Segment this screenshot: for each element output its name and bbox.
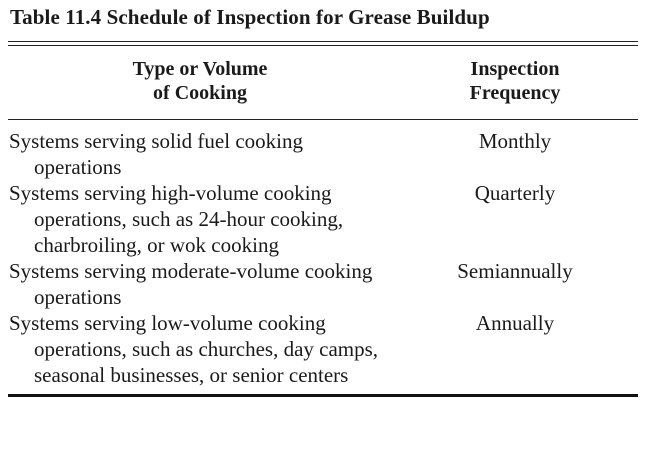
cooking-type-cell: Systems serving solid fuel cooking opera…: [9, 129, 303, 179]
frequency-cell: Quarterly: [474, 181, 556, 205]
table-header: Type or Volume of Cooking Inspection Fre…: [8, 46, 638, 119]
frequency-cell: Semiannually: [457, 259, 573, 283]
table-body: Systems serving solid fuel cooking opera…: [8, 120, 638, 388]
cooking-type-cell: Systems serving moderate-volume cooking …: [9, 259, 373, 309]
table-row: Systems serving solid fuel cooking opera…: [8, 128, 638, 180]
header-inspection-frequency: Inspection Frequency: [392, 57, 638, 105]
header-type-line-1: Type or Volume: [132, 58, 268, 80]
table-row: Systems serving low-volume cooking opera…: [8, 310, 638, 388]
top-double-rule: [8, 41, 638, 46]
header-type-line-2: of Cooking: [153, 82, 247, 104]
cooking-type-cell: Systems serving high-volume cooking oper…: [9, 181, 344, 257]
header-rule: [8, 119, 638, 120]
header-freq-line-2: Frequency: [469, 82, 561, 104]
inspection-table: Table 11.4 Schedule of Inspection for Gr…: [8, 4, 638, 397]
table-row: Systems serving moderate-volume cooking …: [8, 258, 638, 310]
header-type-of-cooking: Type or Volume of Cooking: [8, 57, 392, 105]
frequency-cell: Annually: [475, 311, 555, 335]
table-row: Systems serving high-volume cooking oper…: [8, 180, 638, 258]
cooking-type-cell: Systems serving low-volume cooking opera…: [9, 311, 379, 387]
table-title: Table 11.4 Schedule of Inspection for Gr…: [10, 5, 490, 29]
header-freq-line-1: Inspection: [470, 58, 560, 80]
bottom-rule: [8, 394, 638, 397]
frequency-cell: Monthly: [478, 129, 552, 153]
